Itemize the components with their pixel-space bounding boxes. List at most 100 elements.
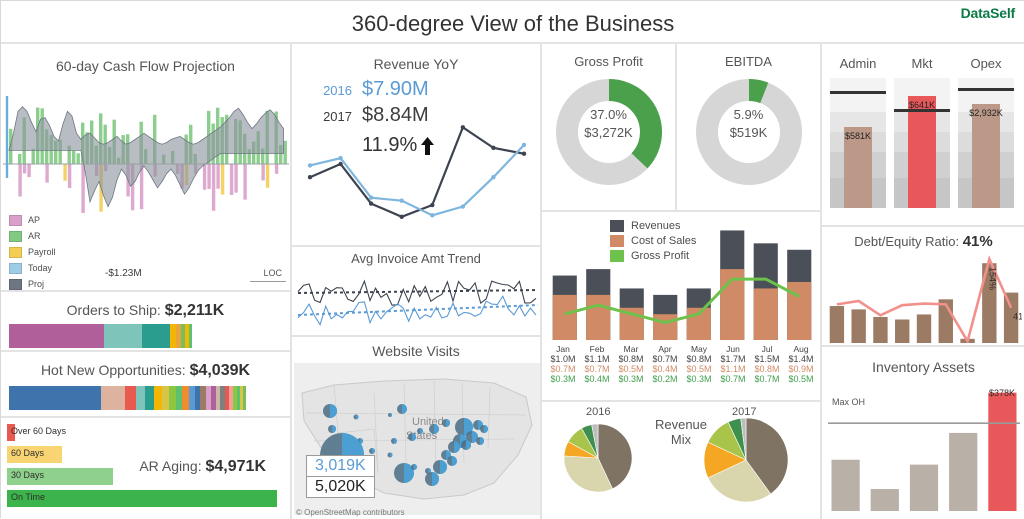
orders-segment[interactable] [170, 324, 176, 348]
revenue-yoy-chart[interactable] [292, 94, 540, 244]
orders-stacked-bar[interactable] [9, 324, 192, 348]
cash-flow-legend-item: AP [9, 212, 56, 228]
delta-percent: 11.9% [362, 134, 418, 156]
opportunity-segment[interactable] [243, 386, 246, 410]
up-arrow-icon [420, 136, 435, 156]
opportunity-segment[interactable] [182, 386, 189, 410]
svg-text:41%: 41% [1013, 312, 1022, 322]
ar-aging-panel: AR Aging: $4,971K Over 60 Days 60 Days 30 … [1, 417, 291, 519]
ar-aging-label: Over 60 Days [11, 426, 67, 436]
gross-profit-donut[interactable] [542, 76, 675, 188]
gross-profit-value: $0.4M [584, 374, 610, 384]
opportunity-segment[interactable] [240, 386, 243, 410]
opportunity-segment[interactable] [101, 386, 125, 410]
legend-swatch [610, 219, 624, 232]
ar-aging-row[interactable]: 30 Days [7, 468, 287, 485]
orders-segment[interactable] [189, 324, 192, 348]
ar-aging-bar: Over 60 Days [7, 424, 66, 441]
expense-bullet-admin[interactable]: Admin $581K [830, 56, 886, 208]
expense-bullet-opex[interactable]: Opex $2,932K [958, 56, 1014, 208]
revenue-mix-title-line1: Revenue [654, 417, 708, 432]
page-title: 360-degree View of the Business [351, 11, 675, 36]
ebitda-donut[interactable] [677, 76, 820, 188]
inventory-assets-title: Inventory Assets [872, 359, 975, 375]
gross-profit-value: $0.3M [550, 374, 576, 384]
orders-segment[interactable] [185, 324, 189, 348]
avg-invoice-chart[interactable] [292, 269, 540, 335]
ar-aging-row[interactable]: Over 60 Days [7, 424, 287, 441]
orders-segment[interactable] [142, 324, 170, 348]
ebitda-panel: EBITDA 5.9% $519K [676, 43, 821, 211]
ar-aging-label: 30 Days [11, 470, 45, 480]
bullet-value-bar [908, 96, 936, 208]
legend-label: Today [28, 263, 53, 273]
opportunity-segment[interactable] [145, 386, 154, 410]
opportunity-segment[interactable] [136, 386, 145, 410]
legend-label: Cost of Sales [631, 234, 697, 247]
orders-segment[interactable] [104, 324, 142, 348]
opportunity-segment[interactable] [169, 386, 176, 410]
orders-value: $2,211K [164, 302, 225, 319]
opportunity-segment[interactable] [195, 386, 200, 410]
bullet-target-marker [958, 88, 1014, 92]
opportunity-segment[interactable] [237, 386, 240, 410]
gross-profit-percent: 37.0% [590, 107, 627, 122]
debt-equity-chart[interactable]: 154% 41% [826, 253, 1022, 343]
opportunity-segment[interactable] [220, 386, 225, 410]
month-label: May [690, 344, 708, 354]
revenue-label-column: May $0.8M $0.5M $0.3M [682, 344, 716, 384]
opportunity-segment[interactable] [154, 386, 162, 410]
dashboard-header: 360-degree View of the Business DataSelf [1, 1, 1024, 43]
month-label: Feb [589, 344, 605, 354]
revenue-mix-title-line2: Mix [670, 431, 692, 447]
opportunity-segment[interactable] [233, 386, 237, 410]
legend-label: AR [28, 231, 41, 241]
revenue-label-column: Aug $1.4M $0.9M $0.5M [784, 344, 818, 384]
revenue-breakdown-chart[interactable] [548, 220, 816, 340]
opportunity-segment[interactable] [206, 386, 211, 410]
opportunity-segment[interactable] [211, 386, 216, 410]
cash-flow-chart[interactable] [3, 86, 289, 246]
orders-segment[interactable] [9, 324, 104, 348]
revenue-mix-pie-2016[interactable] [562, 422, 634, 494]
inventory-assets-chart[interactable] [826, 381, 1022, 511]
cost-of-sales-value: $0.5M [686, 364, 712, 374]
expense-bullet-mkt[interactable]: Mkt $641K [894, 56, 950, 208]
gross-profit-value: $0.3M [686, 374, 712, 384]
debt-equity-title: Debt/Equity Ratio: 41% [822, 233, 1024, 250]
hot-opps-label: Hot New Opportunities: [40, 362, 186, 378]
inventory-assets-panel: Inventory Assets Max OH $378K [821, 346, 1024, 519]
opportunity-segment[interactable] [125, 386, 136, 410]
expense-bullets-panel: Admin $581K Mkt $641K Opex $2,932K [821, 43, 1024, 226]
revenue-yoy-delta: 11.9% [362, 134, 435, 157]
opportunity-segment[interactable] [189, 386, 195, 410]
bullet-value-bar [844, 127, 872, 208]
ebitda-title: EBITDA [725, 54, 772, 69]
revenue-2016-value: $7.90M [362, 78, 429, 100]
gross-profit-amount: $3,272K [584, 124, 633, 140]
website-visits-panel: Website Visits United States 3,019K 5,02… [291, 336, 541, 519]
orders-segment[interactable] [181, 324, 185, 348]
opportunity-segment[interactable] [216, 386, 220, 410]
cash-flow-legend-item: Payroll [9, 244, 56, 260]
revenues-value: $0.8M [618, 354, 644, 364]
opportunity-segment[interactable] [225, 386, 229, 410]
ar-aging-row[interactable]: 60 Days [7, 446, 287, 463]
opportunity-segment[interactable] [176, 386, 182, 410]
revenue-legend-item: Gross Profit [610, 248, 696, 263]
revenue-label-column: Feb $1.1M $0.7M $0.4M [580, 344, 614, 384]
opportunity-segment[interactable] [162, 386, 169, 410]
bullet-target-marker [830, 91, 886, 94]
revenue-mix-pie-2017[interactable] [702, 416, 790, 504]
ar-aging-title: AR Aging: $4,971K [139, 458, 266, 476]
gross-profit-panel: Gross Profit 37.0% $3,272K [541, 43, 676, 211]
cash-flow-title: 60-day Cash Flow Projection [56, 58, 235, 74]
ar-aging-row[interactable]: On Time [7, 490, 287, 507]
opportunity-segment[interactable] [229, 386, 233, 410]
opportunity-segment[interactable] [200, 386, 206, 410]
bullet-value-label: $2,932K [969, 108, 1003, 118]
revenue-breakdown-labels: Jan $1.0M $0.7M $0.3M Feb $1.1M $0.7M $0.4M Mar $… [546, 344, 818, 384]
hot-opportunities-stacked-bar[interactable] [9, 386, 246, 410]
orders-segment[interactable] [176, 324, 181, 348]
opportunity-segment[interactable] [9, 386, 101, 410]
